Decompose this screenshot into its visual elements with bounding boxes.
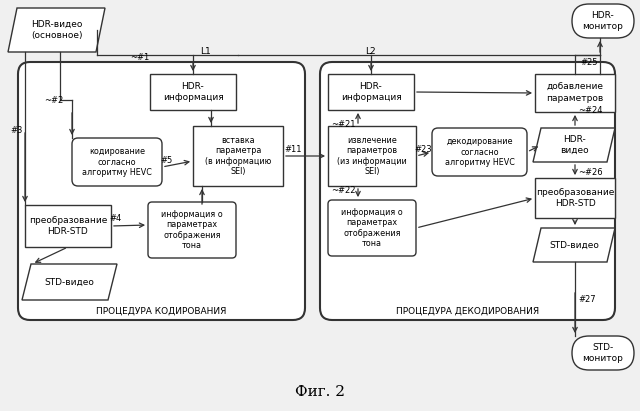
Text: информация о
параметрах
отображения
тона: информация о параметрах отображения тона	[161, 210, 223, 250]
Text: ~#22: ~#22	[331, 185, 355, 194]
Text: Фиг. 2: Фиг. 2	[295, 385, 345, 399]
FancyBboxPatch shape	[535, 178, 615, 218]
Text: ~#21: ~#21	[331, 120, 355, 129]
Text: ~#26: ~#26	[578, 168, 603, 176]
Text: ~#24: ~#24	[578, 106, 602, 115]
FancyBboxPatch shape	[328, 200, 416, 256]
FancyBboxPatch shape	[328, 74, 414, 110]
FancyBboxPatch shape	[18, 62, 305, 320]
Polygon shape	[533, 228, 615, 262]
Text: #23: #23	[414, 145, 431, 153]
Text: #27: #27	[578, 296, 596, 305]
FancyBboxPatch shape	[72, 138, 162, 186]
FancyBboxPatch shape	[328, 126, 416, 186]
Text: HDR-
монитор: HDR- монитор	[582, 11, 623, 31]
Text: вставка
параметра
(в информацию
SEI): вставка параметра (в информацию SEI)	[205, 136, 271, 176]
Text: HDR-
информация: HDR- информация	[163, 82, 223, 102]
Text: #11: #11	[284, 145, 301, 153]
Text: HDR-
информация: HDR- информация	[340, 82, 401, 102]
Polygon shape	[8, 8, 105, 52]
Text: HDR-
видео: HDR- видео	[560, 135, 588, 155]
Text: #25: #25	[580, 58, 598, 67]
Text: ПРОЦЕДУРА ДЕКОДИРОВАНИЯ: ПРОЦЕДУРА ДЕКОДИРОВАНИЯ	[396, 307, 539, 316]
FancyBboxPatch shape	[432, 128, 527, 176]
Text: ~#1: ~#1	[130, 53, 149, 62]
Text: добавление
параметров: добавление параметров	[547, 83, 604, 103]
Text: #4: #4	[109, 213, 121, 222]
Polygon shape	[533, 128, 615, 162]
Text: L1: L1	[200, 46, 211, 55]
Text: кодирование
согласно
алгоритму HEVC: кодирование согласно алгоритму HEVC	[82, 147, 152, 177]
Text: HDR-видео
(основное): HDR-видео (основное)	[31, 20, 83, 40]
FancyBboxPatch shape	[572, 336, 634, 370]
Text: L2: L2	[365, 46, 376, 55]
FancyBboxPatch shape	[150, 74, 236, 110]
FancyBboxPatch shape	[193, 126, 283, 186]
Text: STD-
монитор: STD- монитор	[582, 343, 623, 363]
Polygon shape	[22, 264, 117, 300]
Text: информация о
параметрах
отображения
тона: информация о параметрах отображения тона	[341, 208, 403, 248]
FancyBboxPatch shape	[535, 74, 615, 112]
Text: STD-видео: STD-видео	[549, 240, 599, 249]
Text: декодирование
согласно
алгоритму HEVC: декодирование согласно алгоритму HEVC	[445, 137, 515, 167]
Text: ~#2: ~#2	[44, 95, 63, 104]
Text: извлечение
параметров
(из информации
SEI): извлечение параметров (из информации SEI…	[337, 136, 407, 176]
FancyBboxPatch shape	[320, 62, 615, 320]
Text: STD-видео: STD-видео	[45, 277, 95, 286]
Text: преобразование
HDR-STD: преобразование HDR-STD	[536, 188, 614, 208]
Text: преобразование
HDR-STD: преобразование HDR-STD	[29, 216, 107, 236]
FancyBboxPatch shape	[572, 4, 634, 38]
FancyBboxPatch shape	[148, 202, 236, 258]
Text: ПРОЦЕДУРА КОДИРОВАНИЯ: ПРОЦЕДУРА КОДИРОВАНИЯ	[96, 307, 227, 316]
FancyBboxPatch shape	[25, 205, 111, 247]
Text: #5: #5	[160, 155, 172, 164]
Text: #3: #3	[10, 125, 22, 134]
